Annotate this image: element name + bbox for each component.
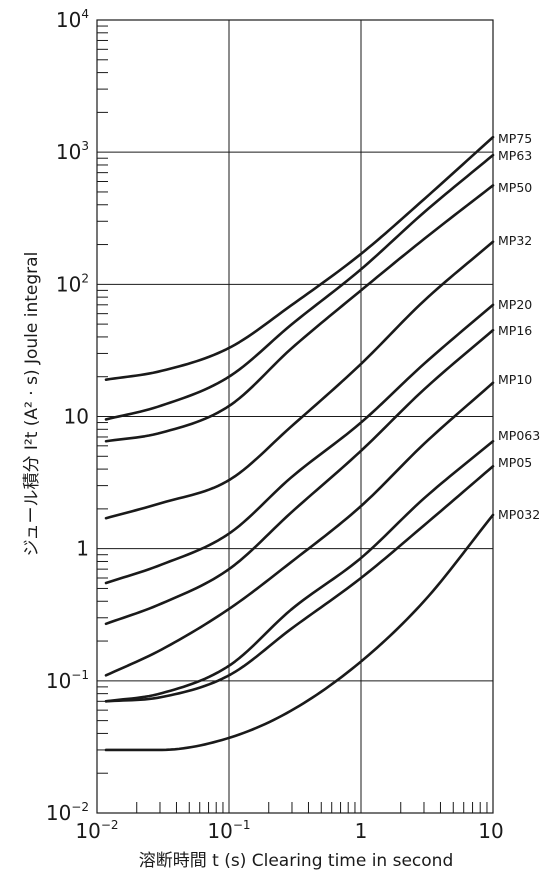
series-line (104, 153, 495, 421)
series-line (104, 464, 495, 703)
y-tick-label: 10−2 (46, 800, 89, 825)
y-tick-label: 10 (64, 405, 89, 429)
series-label: MP20 (498, 297, 532, 312)
series-line (104, 439, 495, 703)
series-label: MP50 (498, 180, 532, 195)
x-tick-labels: 10−2 10−1 1 10 (75, 818, 503, 843)
series-line (104, 513, 495, 752)
series-labels: MP75 MP63 MP50 MP32 MP20 MP16 MP10 MP063 MP05 MP0… (498, 131, 540, 522)
series-line (104, 303, 495, 585)
x-tick-label: 10−2 (75, 818, 118, 843)
minor-tick-marks (97, 25, 488, 813)
series-label: MP063 (498, 428, 540, 443)
y-tick-label: 102 (56, 271, 89, 296)
x-tick-label: 10 (478, 819, 503, 843)
series-line (104, 184, 495, 443)
y-tick-label: 10−1 (46, 668, 89, 693)
x-axis-label: 溶断時間 t (s) Clearing time in second (139, 851, 454, 871)
x-tick-label: 1 (355, 819, 368, 843)
series-label: MP32 (498, 233, 532, 248)
y-tick-label: 1 (76, 537, 89, 561)
x-tick-label: 10−1 (207, 818, 250, 843)
plot-frame (96, 19, 494, 814)
series-label: MP75 (498, 131, 532, 146)
series-line (104, 240, 495, 520)
y-axis-label: ジュール積分 I²t (A² · s) Joule integral (22, 252, 42, 557)
y-tick-label: 104 (56, 7, 89, 32)
series-line (104, 328, 495, 626)
series-line (104, 381, 495, 677)
series-label: MP63 (498, 148, 532, 163)
series-label: MP05 (498, 455, 532, 470)
series-line (104, 135, 495, 381)
y-tick-labels: 10−2 10−1 1 10 102 103 104 (46, 7, 89, 825)
y-tick-label: 103 (56, 139, 89, 164)
series-label: MP16 (498, 323, 532, 338)
series-curves (104, 135, 495, 752)
grid-lines (97, 20, 493, 813)
series-label: MP10 (498, 372, 532, 387)
series-label: MP032 (498, 507, 540, 522)
